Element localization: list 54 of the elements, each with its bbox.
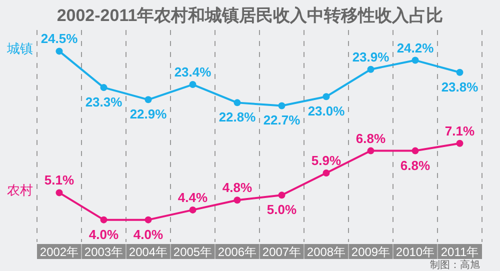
data-label: 24.2% — [396, 40, 434, 56]
point — [234, 99, 241, 106]
data-label: 4.0% — [88, 226, 119, 242]
data-label: 23.0% — [308, 104, 346, 119]
point — [144, 216, 152, 224]
x-tick-label: 2002年 — [40, 245, 79, 259]
point — [56, 189, 63, 196]
data-label: 4.4% — [178, 190, 208, 205]
text: 制图：高旭 — [430, 259, 480, 271]
point — [322, 93, 330, 100]
data-label: 6.8% — [356, 130, 386, 146]
point — [100, 84, 108, 92]
data-label: 22.7% — [263, 112, 301, 128]
series-label: 城镇 — [6, 41, 33, 56]
x-tick-label: 2005年 — [173, 245, 212, 259]
point — [278, 102, 286, 110]
point — [456, 68, 464, 76]
point — [189, 206, 196, 214]
point — [367, 147, 374, 154]
x-tick-label: 2007年 — [262, 245, 302, 259]
point — [234, 196, 241, 204]
point — [56, 48, 63, 55]
point — [189, 81, 196, 88]
data-label: 4.0% — [133, 226, 164, 242]
data-label: 22.9% — [130, 106, 168, 122]
data-label: 4.8% — [222, 180, 252, 196]
point — [367, 66, 374, 73]
data-label: 23.9% — [352, 49, 390, 64]
x-tick-label: 2009年 — [351, 245, 390, 259]
point — [100, 216, 108, 224]
chart-title: 2002-2011年农村和城镇居民收入中转移性收入占比 — [56, 6, 444, 25]
data-label: 23.3% — [85, 94, 123, 110]
data-label: 6.8% — [400, 158, 430, 173]
data-label: 5.1% — [44, 172, 74, 188]
data-label: 24.5% — [40, 31, 78, 46]
x-tick-label: 2011年 — [440, 245, 479, 259]
data-label: 23.4% — [174, 64, 212, 80]
point — [412, 56, 419, 64]
point — [144, 96, 152, 104]
data-label: 7.1% — [444, 123, 475, 138]
point — [456, 140, 464, 147]
data-label: 23.8% — [441, 79, 479, 94]
x-tick-label: 2006年 — [218, 245, 257, 259]
point — [278, 192, 286, 199]
x-tick-label: 2004年 — [128, 245, 168, 259]
x-tick-label: 2010年 — [396, 245, 435, 259]
x-tick-label: 2008年 — [306, 245, 346, 259]
point — [412, 147, 419, 154]
x-tick-label: 2003年 — [84, 245, 124, 259]
data-label: 22.8% — [218, 110, 256, 125]
point — [322, 169, 330, 176]
series-label: 农村 — [7, 182, 33, 198]
data-label: 5.0% — [266, 202, 297, 218]
data-label: 5.9% — [311, 152, 342, 168]
